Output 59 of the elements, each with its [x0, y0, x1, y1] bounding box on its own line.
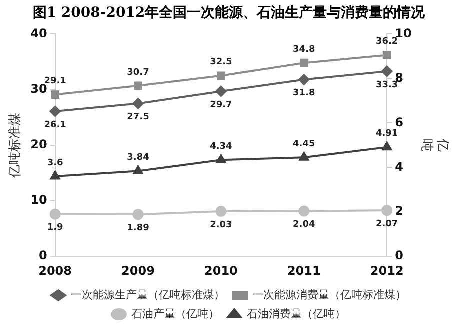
data-label: 4.91 — [376, 129, 398, 140]
legend-label: 石油产量（亿吨） — [132, 307, 220, 320]
point — [298, 206, 310, 217]
data-label: 1.89 — [127, 223, 150, 234]
point — [50, 171, 60, 180]
data-label: 32.5 — [210, 58, 232, 68]
data-label: 3.6 — [47, 158, 64, 168]
y-tick-label: 0 — [38, 248, 48, 263]
point — [217, 72, 226, 80]
x-tick-label: 2010 — [204, 264, 238, 278]
y-tick-label: 10 — [30, 193, 48, 208]
point — [134, 82, 142, 90]
legend-label: 一次能源生产量（亿吨标准煤） — [71, 288, 225, 302]
y2-tick-label: 0 — [395, 248, 404, 263]
y2-axis-title: 亿吨 — [419, 138, 450, 152]
y-tick-label: 40 — [30, 26, 48, 40]
point — [133, 166, 144, 174]
point — [382, 66, 393, 77]
data-label: 3.84 — [127, 153, 150, 164]
data-label: 29.7 — [210, 100, 232, 110]
data-label: 36.2 — [376, 37, 398, 48]
point — [216, 154, 226, 164]
data-label: 1.9 — [47, 223, 64, 234]
data-label: 2.04 — [293, 220, 316, 230]
point — [299, 152, 310, 161]
point — [300, 58, 308, 68]
data-label: 30.7 — [127, 68, 150, 78]
x-tick-label: 2008 — [38, 264, 72, 278]
legend-label: 石油消费量（亿吨） — [247, 307, 346, 320]
point — [50, 208, 61, 220]
data-label: 34.8 — [293, 44, 316, 55]
y-tick-label: 20 — [30, 138, 48, 152]
data-label: 33.3 — [376, 80, 398, 90]
y2-tick-label: 6 — [395, 115, 404, 130]
point — [216, 86, 227, 97]
data-label: 2.03 — [210, 220, 232, 230]
y2-tick-label: 4 — [395, 160, 404, 174]
chart-title: 图1 2008-2012年全国一次能源、石油生产量与消费量的情况 — [32, 4, 426, 23]
x-tick-label: 2012 — [370, 264, 404, 278]
data-label: 2.07 — [376, 219, 398, 230]
point — [50, 106, 61, 117]
point — [298, 74, 310, 86]
data-label: 27.5 — [127, 112, 150, 123]
legend-label: 一次能源消费量（亿吨标准煤） — [252, 288, 406, 302]
point — [51, 90, 60, 99]
data-label: 4.34 — [210, 142, 232, 152]
x-tick-label: 2009 — [122, 264, 155, 278]
point — [382, 51, 392, 60]
y2-tick-label: 2 — [395, 204, 404, 218]
point — [132, 209, 144, 220]
data-label: 31.8 — [293, 88, 316, 99]
data-label: 26.1 — [44, 120, 66, 130]
point — [382, 205, 393, 216]
point — [132, 98, 144, 110]
y-axis-title: 亿吨标准煤 — [8, 112, 24, 179]
point — [382, 142, 392, 151]
x-tick-label: 2011 — [287, 264, 321, 278]
data-label: 4.45 — [293, 139, 316, 150]
point — [216, 206, 227, 217]
